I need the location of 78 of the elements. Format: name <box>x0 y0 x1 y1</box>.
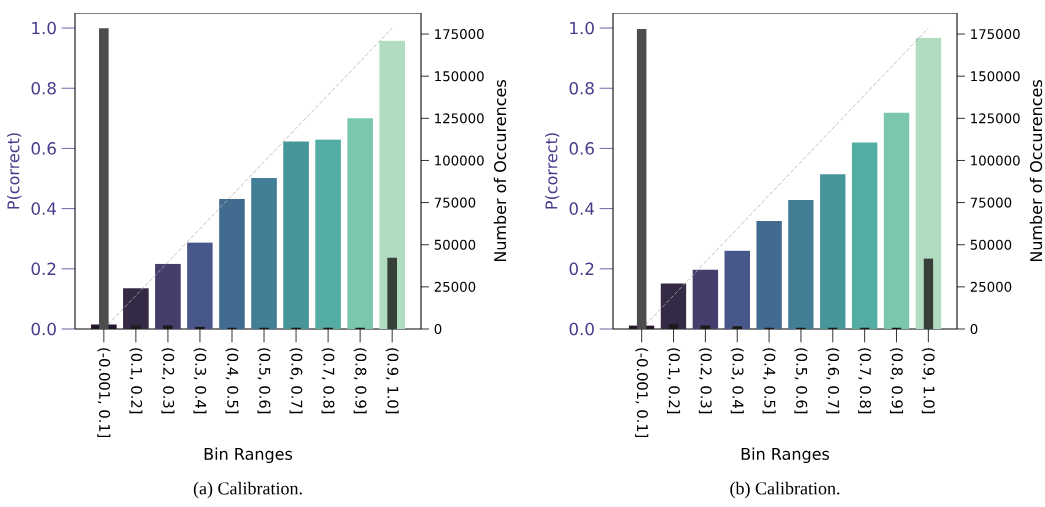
y2-tick-label: 125000 <box>971 113 1020 124</box>
y2-axis-title: Number of Occurences <box>1029 80 1043 262</box>
x-tick-label: (0.1, 0.2] <box>129 348 143 414</box>
y2-tick-label: 100000 <box>435 155 484 166</box>
bar <box>219 198 245 329</box>
x-axis-title: Bin Ranges <box>741 447 830 464</box>
y2-tick-label: 150000 <box>435 71 484 82</box>
bar <box>820 174 846 329</box>
y2-tick-label: 75000 <box>434 197 476 208</box>
y-tick-label: 0.2 <box>31 262 56 276</box>
text: (b) Calibration. <box>730 481 840 499</box>
x-tick-label: (0.6, 0.7] <box>826 348 840 414</box>
y-tick-label: 0.6 <box>569 142 594 155</box>
x-tick-label: (0.4, 0.5] <box>762 348 776 414</box>
x-tick-label: (-0.001, 0.1] <box>635 348 649 438</box>
bar <box>251 177 277 329</box>
x-axis-title: Bin Ranges <box>204 447 293 464</box>
bar <box>692 269 719 329</box>
y2-tick-label: 50000 <box>970 239 1012 250</box>
x-tick-label: (0.8, 0.9] <box>889 348 904 414</box>
y-tick-label: 0.0 <box>569 322 594 336</box>
y-tick-label: 0.0 <box>31 322 56 336</box>
bar <box>724 250 750 329</box>
x-tick-label: (0.5, 0.6] <box>257 348 271 414</box>
y2-tick-label: 100000 <box>971 155 1020 166</box>
y2-tick-label: 150000 <box>971 71 1020 82</box>
y-tick-label: 1.0 <box>570 21 594 35</box>
bar <box>883 112 910 329</box>
bar <box>923 258 934 329</box>
y-tick-label: 1.0 <box>32 21 56 35</box>
bar <box>660 283 687 329</box>
y2-tick-label: 25000 <box>434 281 476 292</box>
y-tick-label: 0.8 <box>569 81 594 95</box>
y2-tick-label: 0 <box>970 323 978 335</box>
text: (a) Calibration. <box>193 481 302 499</box>
bar <box>379 40 405 329</box>
bar <box>915 37 942 329</box>
y2-tick-label: 175000 <box>435 29 484 40</box>
y2-tick-label: 0 <box>434 323 442 335</box>
y-tick-label: 0.2 <box>569 262 594 276</box>
bar <box>155 263 181 329</box>
x-tick-label: (0.9, 1.0] <box>385 348 399 414</box>
x-tick-label: (0.5, 0.6] <box>794 348 808 414</box>
bar <box>187 242 213 329</box>
x-tick-label: (0.6, 0.7] <box>289 348 303 414</box>
x-tick-label: (0.3, 0.4] <box>730 348 744 414</box>
bar <box>668 324 679 329</box>
bar <box>732 326 743 329</box>
x-tick-label: (-0.001, 0.1] <box>97 348 111 438</box>
bar <box>756 220 782 329</box>
bar <box>283 141 309 329</box>
y-tick-label: 0.6 <box>31 142 56 155</box>
y-axis-title: P(correct) <box>7 133 22 209</box>
y2-tick-label: 175000 <box>971 29 1020 40</box>
bar <box>788 199 814 329</box>
y-tick-label: 0.4 <box>31 202 57 215</box>
x-tick-label: (0.9, 1.0] <box>921 348 935 414</box>
x-tick-label: (0.3, 0.4] <box>193 348 207 414</box>
x-tick-label: (0.7, 0.8] <box>858 348 872 414</box>
bar <box>123 288 149 329</box>
y-tick-label: 0.4 <box>569 202 595 215</box>
x-tick-label: (0.1, 0.2] <box>667 348 681 414</box>
x-tick-label: (0.2, 0.3] <box>161 348 175 414</box>
y2-tick-label: 75000 <box>970 197 1012 208</box>
bar <box>851 142 878 329</box>
x-tick-label: (0.4, 0.5] <box>225 348 239 414</box>
x-tick-label: (0.8, 0.9] <box>353 348 367 414</box>
x-tick-label: (0.7, 0.8] <box>321 348 335 414</box>
bar <box>315 139 341 329</box>
y2-tick-label: 125000 <box>435 113 484 124</box>
y-tick-label: 0.8 <box>31 81 56 95</box>
y2-tick-label: 25000 <box>970 281 1012 292</box>
x-tick-label: (0.2, 0.3] <box>698 348 712 414</box>
y2-tick-label: 50000 <box>434 239 476 250</box>
bar <box>347 118 373 329</box>
bar <box>387 257 397 329</box>
y2-axis-title: Number of Occurences <box>493 80 507 262</box>
y-axis-title: P(correct) <box>545 133 560 209</box>
